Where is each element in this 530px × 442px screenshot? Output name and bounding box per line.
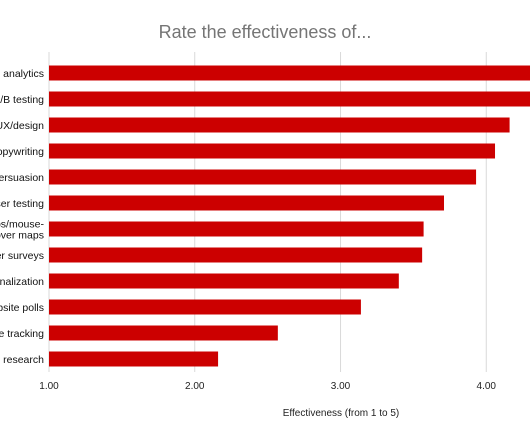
bar [49, 169, 477, 185]
category-label: A/B testing [0, 94, 44, 106]
bar [49, 325, 278, 341]
category-label: ps/mouse-over maps [0, 219, 44, 242]
bar [49, 91, 530, 107]
bar [49, 117, 510, 133]
category-label: onalization [0, 276, 44, 288]
bar [49, 195, 445, 211]
category-label: ve tracking [0, 328, 44, 340]
bar [49, 351, 219, 367]
bar [49, 273, 399, 289]
category-label: persuasion [0, 172, 44, 184]
x-tick-labels: 1.00 2.00 3.00 4.00 [39, 381, 496, 392]
category-label: ser testing [0, 198, 44, 210]
category-label: ebsite polls [0, 302, 44, 314]
x-tick-label: 2.00 [185, 381, 205, 392]
bar [49, 65, 530, 81]
bar [49, 143, 496, 159]
category-label: c research [0, 354, 44, 366]
category-labels: al analytics A/B testing UX/design opywriti… [0, 68, 44, 366]
bar [49, 247, 423, 263]
category-label: opywriting [0, 146, 44, 158]
category-label: al analytics [0, 68, 44, 80]
category-label: UX/design [0, 120, 44, 132]
x-tick-label: 3.00 [331, 381, 351, 392]
bar [49, 221, 424, 237]
x-axis-label: Effectiveness (from 1 to 5) [283, 408, 400, 419]
chart-title: Rate the effectiveness of... [159, 22, 372, 42]
category-label: er surveys [0, 250, 44, 262]
x-tick-label: 1.00 [39, 381, 59, 392]
bars [49, 65, 530, 367]
x-tick-label: 4.00 [477, 381, 497, 392]
bar [49, 299, 361, 315]
